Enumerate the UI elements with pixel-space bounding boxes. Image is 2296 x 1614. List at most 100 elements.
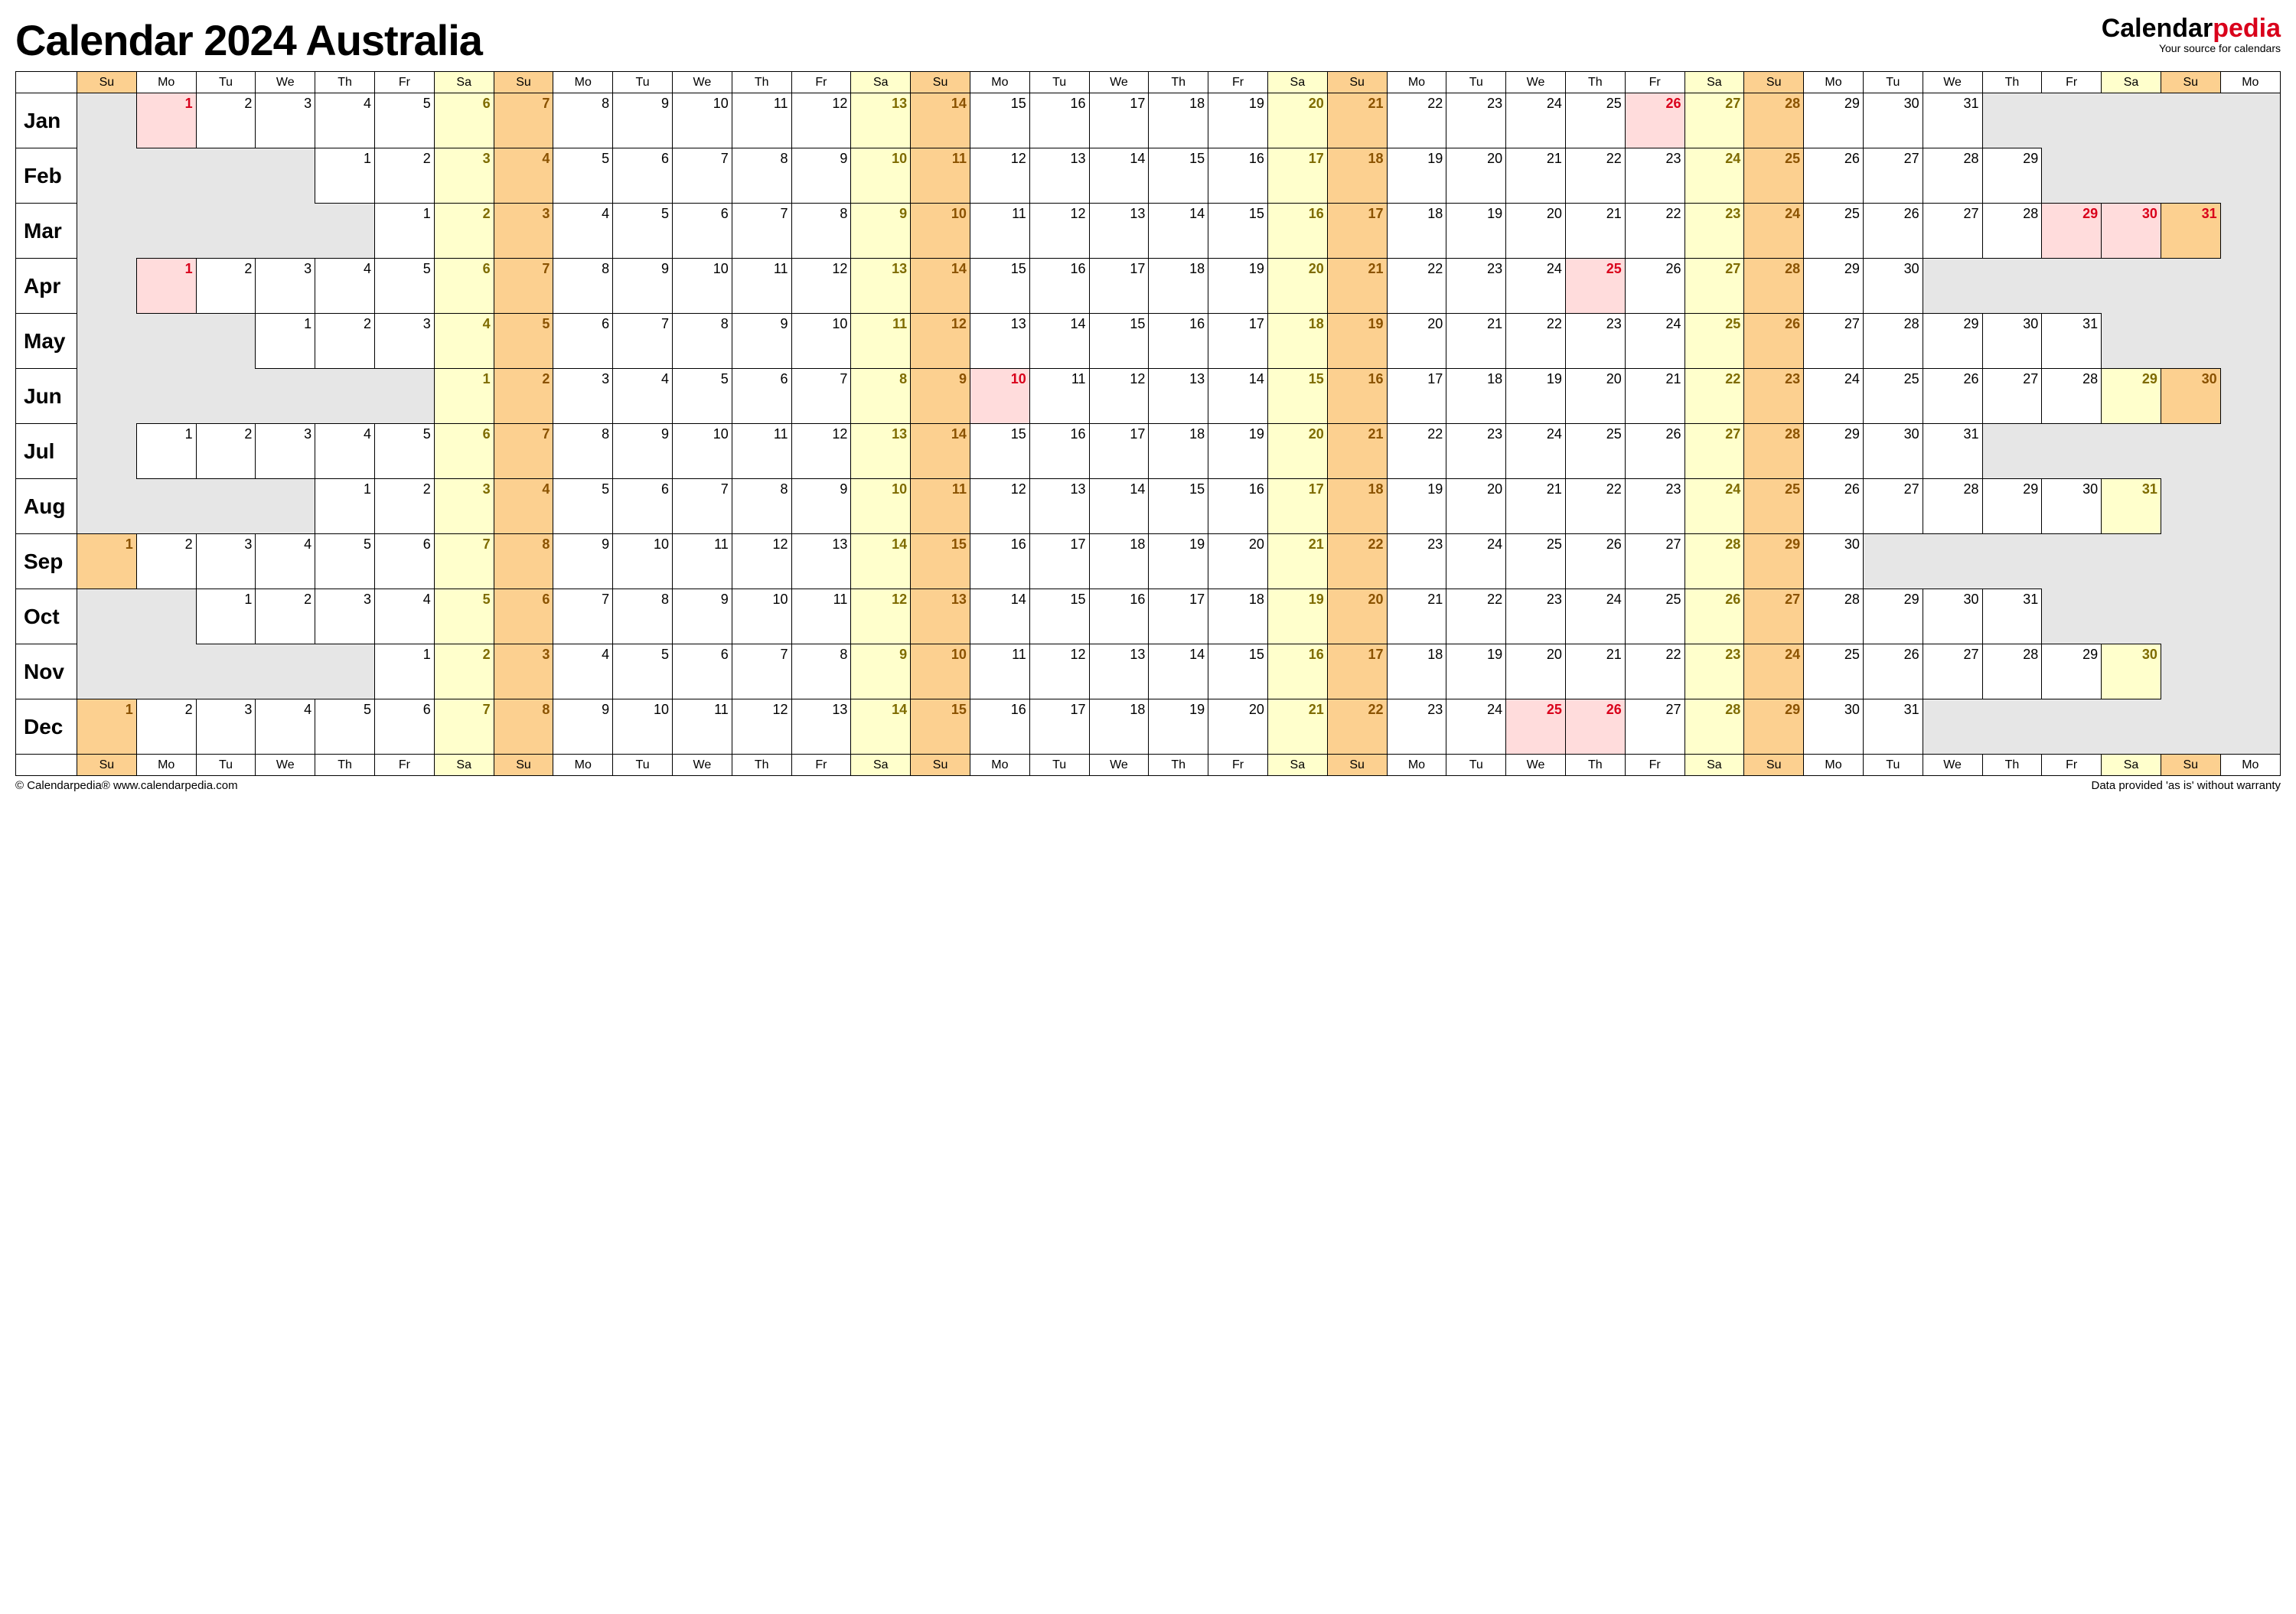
month-label: Jun (16, 369, 77, 424)
day-cell: 23 (1446, 259, 1506, 314)
day-cell: 1 (434, 369, 494, 424)
day-cell: 15 (970, 259, 1029, 314)
day-cell: 11 (732, 93, 791, 148)
footer-right: Data provided 'as is' without warranty (2091, 779, 2281, 792)
dow-header: Fr (1208, 72, 1268, 93)
day-cell: 21 (1506, 148, 1566, 204)
day-cell: 9 (613, 93, 673, 148)
day-cell: 31 (2042, 314, 2102, 369)
day-cell: 28 (1744, 424, 1804, 479)
day-cell: 7 (494, 424, 553, 479)
day-cell: 25 (1565, 259, 1625, 314)
day-cell: 21 (1565, 204, 1625, 259)
day-cell: 22 (1387, 93, 1446, 148)
day-cell: 5 (374, 93, 434, 148)
blank-cell (2161, 314, 2220, 369)
day-cell: 14 (1029, 314, 1089, 369)
blank-cell (2220, 589, 2280, 644)
day-cell: 26 (1804, 148, 1864, 204)
month-row: Jan1234567891011121314151617181920212223… (16, 93, 2281, 148)
page-title: Calendar 2024 Australia (15, 15, 482, 65)
day-cell: 14 (1149, 204, 1208, 259)
day-cell: 14 (1089, 148, 1149, 204)
day-cell: 18 (1327, 479, 1387, 534)
day-cell: 12 (1089, 369, 1149, 424)
dow-header: Mo (2220, 755, 2280, 776)
blank-cell (2042, 259, 2102, 314)
day-cell: 3 (553, 369, 613, 424)
dow-header: Mo (1804, 72, 1864, 93)
day-cell: 6 (434, 424, 494, 479)
dow-header: Tu (196, 72, 256, 93)
dow-header: Th (1982, 72, 2042, 93)
day-cell: 13 (1029, 148, 1089, 204)
day-cell: 18 (1149, 93, 1208, 148)
blank-cell (2220, 148, 2280, 204)
blank-cell (77, 259, 137, 314)
blank-cell (77, 93, 137, 148)
day-cell: 9 (791, 148, 851, 204)
day-cell: 2 (196, 259, 256, 314)
day-cell: 18 (1089, 699, 1149, 755)
month-label: Jul (16, 424, 77, 479)
day-cell: 29 (1744, 534, 1804, 589)
day-cell: 18 (1327, 148, 1387, 204)
day-cell: 2 (136, 534, 196, 589)
day-cell: 3 (196, 699, 256, 755)
dow-header: Su (1327, 72, 1387, 93)
day-cell: 29 (2042, 204, 2102, 259)
blank-cell (2042, 534, 2102, 589)
day-cell: 3 (256, 424, 315, 479)
day-cell: 22 (1327, 534, 1387, 589)
dow-header: Fr (1625, 755, 1684, 776)
day-cell: 9 (791, 479, 851, 534)
day-cell: 19 (1208, 93, 1268, 148)
day-cell: 31 (1863, 699, 1923, 755)
day-cell: 17 (1267, 148, 1327, 204)
day-cell: 20 (1267, 259, 1327, 314)
day-cell: 10 (672, 259, 732, 314)
day-cell: 5 (434, 589, 494, 644)
day-cell: 24 (1506, 259, 1566, 314)
day-cell: 10 (732, 589, 791, 644)
day-cell: 7 (672, 479, 732, 534)
day-cell: 27 (1625, 699, 1684, 755)
day-cell: 15 (1208, 644, 1268, 699)
day-cell: 23 (1744, 369, 1804, 424)
dow-header: Fr (791, 755, 851, 776)
day-cell: 28 (1863, 314, 1923, 369)
blank-cell (2161, 699, 2220, 755)
month-label: Apr (16, 259, 77, 314)
day-cell: 2 (374, 479, 434, 534)
day-cell: 6 (374, 534, 434, 589)
blank-cell (2161, 259, 2220, 314)
blank-cell (315, 204, 375, 259)
day-cell: 25 (1506, 699, 1566, 755)
day-cell: 5 (553, 479, 613, 534)
day-cell: 20 (1506, 204, 1566, 259)
dow-header: We (1923, 72, 1982, 93)
day-cell: 10 (613, 699, 673, 755)
day-cell: 30 (1923, 589, 1982, 644)
day-cell: 30 (2161, 369, 2220, 424)
day-cell: 15 (1208, 204, 1268, 259)
blank-cell (2042, 93, 2102, 148)
day-cell: 3 (196, 534, 256, 589)
day-cell: 23 (1446, 93, 1506, 148)
dow-header: Tu (1863, 72, 1923, 93)
day-cell: 27 (1684, 259, 1744, 314)
day-cell: 20 (1446, 479, 1506, 534)
day-cell: 3 (256, 93, 315, 148)
day-cell: 5 (553, 148, 613, 204)
day-cell: 8 (791, 644, 851, 699)
dow-header: Su (494, 72, 553, 93)
day-cell: 20 (1208, 534, 1268, 589)
day-cell: 3 (434, 479, 494, 534)
day-cell: 19 (1208, 259, 1268, 314)
day-cell: 13 (1089, 644, 1149, 699)
dow-header: Mo (1804, 755, 1864, 776)
day-cell: 23 (1625, 479, 1684, 534)
day-cell: 22 (1327, 699, 1387, 755)
day-cell: 19 (1149, 534, 1208, 589)
dow-header: Th (315, 755, 375, 776)
